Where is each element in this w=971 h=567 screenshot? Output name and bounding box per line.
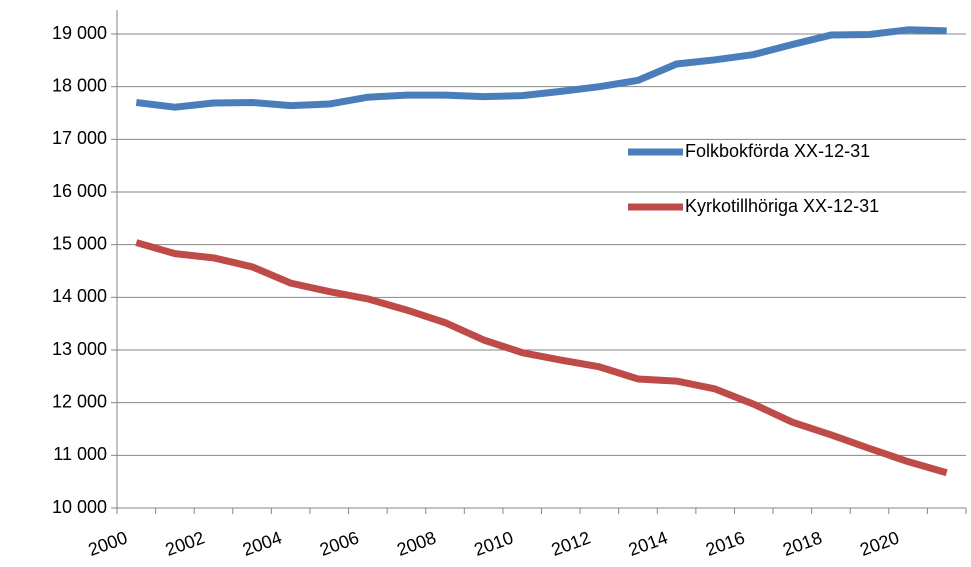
y-tick-label: 12 000 [52, 391, 107, 411]
y-tick-label: 13 000 [52, 339, 107, 359]
y-tick-label: 11 000 [53, 444, 107, 464]
series-line [135, 239, 948, 477]
x-tick-label: 2004 [240, 527, 284, 559]
series-line [135, 26, 947, 111]
y-tick-label: 18 000 [52, 75, 107, 95]
x-tick-label: 2010 [471, 527, 515, 559]
x-tick-label: 2014 [626, 527, 670, 559]
x-tick-label: 2008 [394, 527, 438, 559]
x-tick-label: 2000 [86, 527, 130, 559]
legend-label: Kyrkotillhöriga XX-12-31 [685, 196, 879, 216]
y-tick-label: 17 000 [52, 128, 107, 148]
x-tick-label: 2012 [549, 527, 593, 559]
y-tick-label: 19 000 [52, 23, 107, 43]
x-tick-label: 2016 [703, 527, 747, 559]
y-tick-label: 14 000 [52, 286, 107, 306]
y-tick-label: 10 000 [52, 497, 107, 517]
x-tick-label: 2006 [317, 527, 361, 559]
legend-label: Folkbokförda XX-12-31 [685, 141, 870, 161]
x-tick-label: 2018 [780, 527, 824, 559]
x-tick-label: 2002 [163, 527, 207, 559]
x-tick-label: 2020 [857, 527, 901, 559]
y-tick-label: 16 000 [52, 181, 107, 201]
y-tick-label: 15 000 [52, 233, 107, 253]
